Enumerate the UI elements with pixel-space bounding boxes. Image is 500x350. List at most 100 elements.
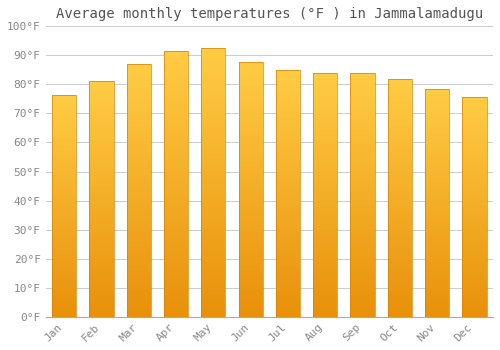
Bar: [164, 96, 188, 99]
Bar: [201, 113, 226, 115]
Bar: [52, 95, 76, 317]
Bar: [425, 203, 449, 205]
Bar: [425, 271, 449, 274]
Bar: [388, 212, 412, 215]
Bar: [462, 114, 486, 117]
Bar: [238, 314, 263, 317]
Bar: [164, 314, 188, 317]
Bar: [388, 86, 412, 89]
Bar: [313, 261, 338, 263]
Bar: [350, 241, 374, 244]
Bar: [238, 281, 263, 284]
Bar: [425, 198, 449, 201]
Bar: [126, 160, 151, 162]
Bar: [164, 285, 188, 288]
Bar: [425, 162, 449, 164]
Bar: [388, 208, 412, 210]
Bar: [201, 145, 226, 147]
Bar: [238, 291, 263, 294]
Bar: [350, 122, 374, 125]
Bar: [201, 67, 226, 70]
Bar: [238, 207, 263, 210]
Bar: [52, 241, 76, 244]
Bar: [350, 134, 374, 136]
Bar: [201, 48, 226, 51]
Bar: [350, 227, 374, 229]
Bar: [164, 295, 188, 298]
Bar: [52, 148, 76, 150]
Bar: [238, 299, 263, 301]
Bar: [201, 276, 226, 279]
Bar: [238, 251, 263, 253]
Bar: [462, 253, 486, 255]
Bar: [388, 201, 412, 203]
Bar: [425, 212, 449, 215]
Bar: [52, 157, 76, 159]
Bar: [276, 300, 300, 302]
Bar: [462, 301, 486, 303]
Bar: [201, 236, 226, 239]
Bar: [350, 117, 374, 120]
Bar: [164, 158, 188, 160]
Bar: [425, 230, 449, 233]
Bar: [238, 263, 263, 266]
Bar: [313, 97, 338, 100]
Bar: [388, 305, 412, 307]
Bar: [388, 172, 412, 174]
Bar: [52, 197, 76, 199]
Bar: [201, 263, 226, 266]
Bar: [238, 123, 263, 126]
Bar: [350, 90, 374, 93]
Bar: [313, 234, 338, 236]
Bar: [52, 166, 76, 168]
Bar: [462, 257, 486, 260]
Bar: [350, 80, 374, 83]
Bar: [425, 119, 449, 121]
Bar: [276, 223, 300, 225]
Bar: [276, 136, 300, 139]
Bar: [164, 288, 188, 290]
Bar: [462, 128, 486, 130]
Bar: [388, 144, 412, 146]
Bar: [201, 99, 226, 102]
Bar: [52, 284, 76, 286]
Bar: [276, 228, 300, 230]
Bar: [425, 128, 449, 130]
Bar: [126, 228, 151, 231]
Bar: [126, 299, 151, 302]
Bar: [388, 82, 412, 84]
Bar: [201, 244, 226, 247]
Bar: [425, 94, 449, 96]
Bar: [164, 197, 188, 200]
Bar: [126, 145, 151, 147]
Bar: [462, 227, 486, 229]
Bar: [238, 235, 263, 238]
Bar: [313, 258, 338, 261]
Bar: [164, 72, 188, 75]
Bar: [276, 79, 300, 82]
Bar: [313, 178, 338, 180]
Bar: [201, 134, 226, 137]
Bar: [276, 235, 300, 238]
Bar: [90, 281, 114, 284]
Bar: [201, 166, 226, 169]
Bar: [462, 200, 486, 202]
Bar: [313, 139, 338, 141]
Bar: [462, 106, 486, 108]
Bar: [238, 253, 263, 255]
Bar: [164, 155, 188, 158]
Bar: [388, 79, 412, 82]
Bar: [164, 192, 188, 195]
Bar: [90, 204, 114, 206]
Bar: [164, 112, 188, 115]
Bar: [276, 203, 300, 205]
Bar: [276, 302, 300, 304]
Bar: [276, 309, 300, 312]
Bar: [238, 289, 263, 291]
Bar: [52, 226, 76, 228]
Bar: [126, 289, 151, 292]
Bar: [164, 104, 188, 107]
Bar: [126, 276, 151, 279]
Bar: [313, 144, 338, 146]
Bar: [238, 301, 263, 304]
